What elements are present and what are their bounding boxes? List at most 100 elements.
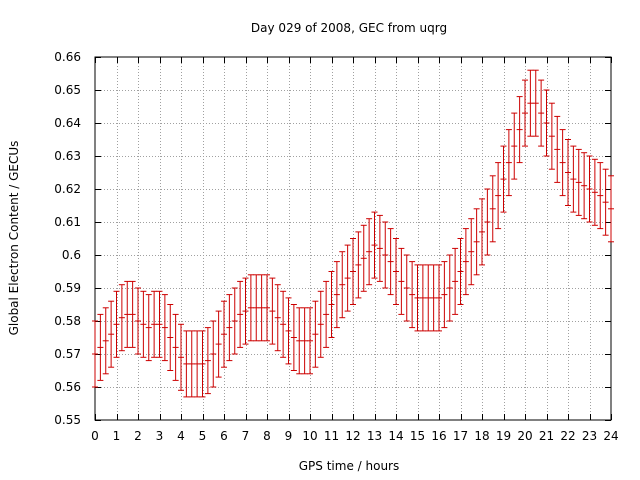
- data-point: [296, 307, 303, 375]
- data-point: [151, 290, 158, 358]
- data-point: [500, 145, 507, 213]
- data-point: [575, 148, 582, 216]
- data-point: [371, 211, 378, 279]
- x-tick-label: 23: [582, 429, 597, 443]
- data-point: [419, 264, 426, 332]
- data-point: [231, 287, 238, 355]
- data-point: [167, 304, 174, 371]
- data-point: [118, 284, 125, 352]
- y-tick-label: 0.6: [62, 248, 81, 262]
- data-point: [559, 129, 566, 197]
- data-series: [92, 69, 614, 398]
- x-tick-labels: 0 1 2 3 4 5 6 7 8 9 10 11 12 13 14 15 16 17 18 19 20 21 22 23 24: [91, 429, 618, 443]
- x-tick-label: 22: [560, 429, 575, 443]
- x-tick-label: 2: [134, 429, 142, 443]
- data-point: [538, 79, 545, 147]
- data-point: [414, 264, 421, 332]
- data-point: [350, 238, 356, 305]
- data-point: [145, 294, 152, 362]
- data-point: [565, 139, 571, 206]
- y-axis-label: Global Electron Content / GECUs: [7, 141, 21, 336]
- data-point: [495, 162, 502, 230]
- data-point: [274, 284, 281, 352]
- data-point: [280, 290, 287, 358]
- data-point: [436, 264, 442, 332]
- x-tick-label: 11: [324, 429, 339, 443]
- x-tick-label: 8: [263, 429, 271, 443]
- x-tick-label: 21: [539, 429, 554, 443]
- x-tick-label: 7: [242, 429, 250, 443]
- data-point: [108, 300, 115, 368]
- x-tick-label: 9: [285, 429, 293, 443]
- data-point: [462, 228, 469, 296]
- y-tick-label: 0.63: [54, 149, 81, 163]
- x-tick-label: 16: [431, 429, 446, 443]
- data-point: [156, 290, 163, 358]
- data-point: [554, 115, 561, 183]
- data-point: [258, 274, 265, 342]
- y-tick-label: 0.66: [54, 50, 81, 64]
- data-point: [570, 145, 577, 213]
- data-point: [290, 304, 297, 371]
- data-point: [366, 218, 373, 286]
- data-point: [269, 277, 276, 345]
- data-point: [479, 198, 485, 266]
- data-point: [307, 307, 313, 375]
- data-point: [333, 261, 340, 329]
- data-point: [113, 290, 120, 358]
- data-point: [468, 218, 475, 286]
- data-point: [511, 112, 518, 180]
- data-point: [253, 274, 260, 342]
- data-point: [161, 294, 168, 362]
- data-point: [591, 158, 598, 226]
- axis-ticks: [95, 57, 612, 421]
- data-point: [312, 300, 319, 368]
- y-tick-label: 0.61: [54, 215, 81, 229]
- x-tick-label: 6: [220, 429, 228, 443]
- x-tick-label: 18: [474, 429, 489, 443]
- x-tick-label: 1: [113, 429, 121, 443]
- data-point: [586, 155, 593, 223]
- data-point: [527, 69, 534, 137]
- data-point: [393, 238, 399, 305]
- y-tick-label: 0.57: [54, 347, 81, 361]
- y-tick-label: 0.65: [54, 83, 81, 97]
- x-tick-label: 13: [367, 429, 382, 443]
- data-point: [548, 102, 555, 170]
- data-point: [323, 280, 330, 348]
- data-point: [355, 231, 362, 299]
- data-point: [140, 290, 147, 358]
- data-point: [522, 79, 528, 147]
- data-point: [204, 327, 211, 395]
- x-tick-label: 15: [410, 429, 425, 443]
- data-point: [387, 228, 394, 296]
- y-tick-label: 0.56: [54, 380, 81, 394]
- data-point: [221, 300, 227, 368]
- x-tick-label: 24: [603, 429, 618, 443]
- x-tick-label: 19: [496, 429, 511, 443]
- data-point: [178, 323, 184, 391]
- data-point: [97, 313, 104, 381]
- x-tick-label: 3: [156, 429, 164, 443]
- data-point: [344, 244, 351, 312]
- data-point: [409, 261, 416, 329]
- y-tick-label: 0.58: [54, 314, 81, 328]
- data-point: [124, 280, 131, 348]
- data-point: [242, 277, 249, 345]
- data-point: [183, 330, 190, 398]
- data-point: [172, 313, 179, 381]
- x-tick-label: 10: [302, 429, 317, 443]
- x-tick-label: 5: [199, 429, 207, 443]
- x-tick-label: 20: [517, 429, 532, 443]
- data-point: [473, 208, 480, 276]
- data-point: [135, 287, 141, 355]
- data-point: [226, 294, 233, 362]
- y-tick-label: 0.59: [54, 281, 81, 295]
- data-point: [382, 221, 389, 289]
- data-point: [247, 274, 254, 342]
- data-point: [285, 297, 292, 365]
- y-tick-label: 0.64: [54, 116, 81, 130]
- data-point: [608, 175, 614, 243]
- data-point: [237, 280, 244, 348]
